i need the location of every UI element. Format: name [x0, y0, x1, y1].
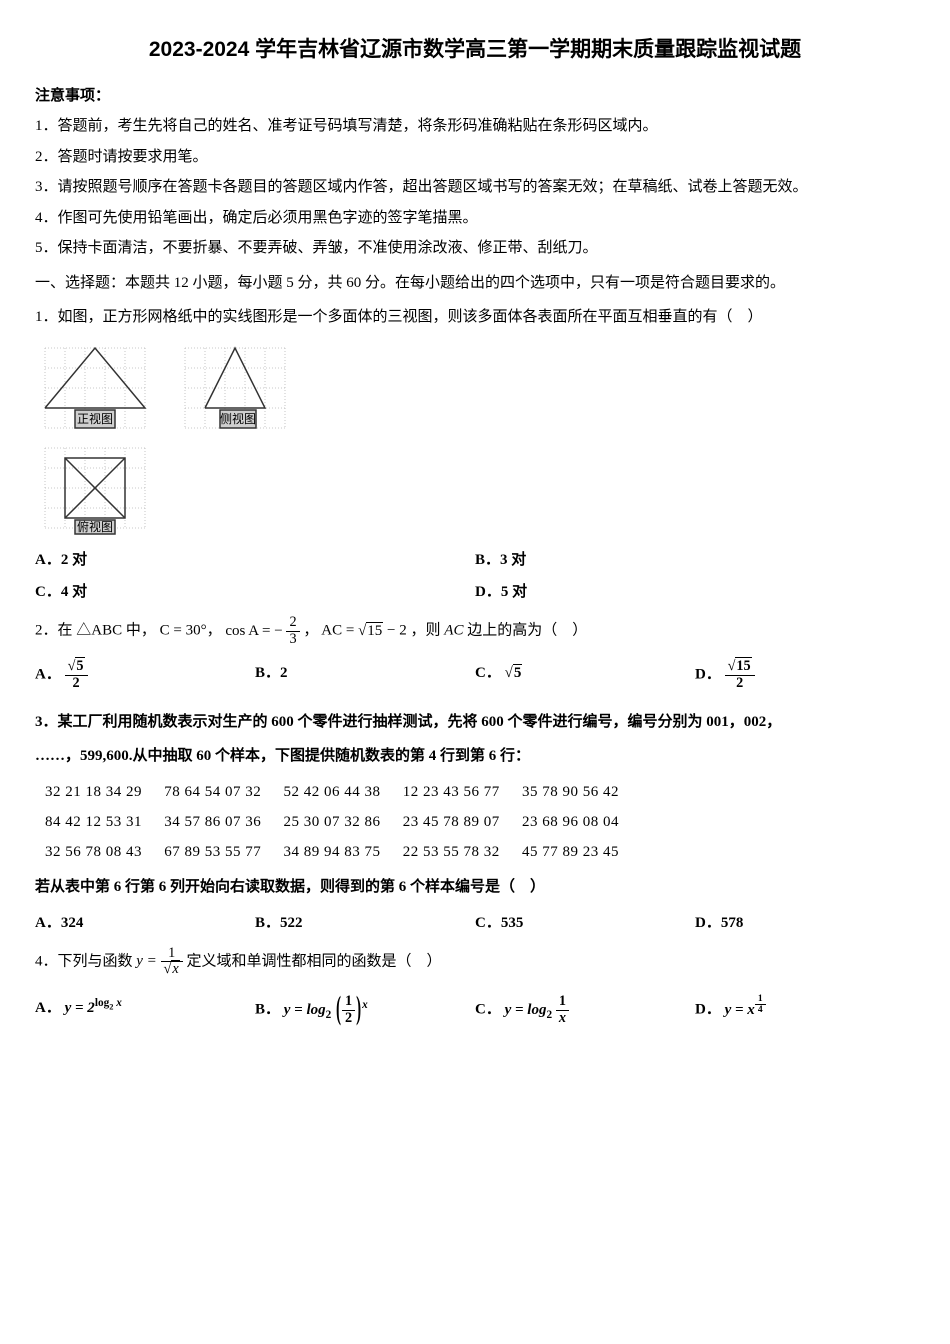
- q2-opt-d: D． 15 2: [695, 659, 915, 691]
- q4-options: A． y = 2log2 x B． y = log2 (12)x C． y = …: [35, 992, 915, 1028]
- q3-p1: 3．某工厂利用随机数表示对生产的 600 个零件进行抽样测试，先将 600 个零…: [35, 708, 915, 737]
- y-eq: y = 1x: [136, 953, 186, 969]
- rad: 5: [75, 657, 84, 674]
- side-view-label: 侧视图: [220, 411, 256, 426]
- note-item: 2．答题时请按要求用笔。: [35, 143, 915, 172]
- front-view-label: 正视图: [77, 411, 113, 426]
- top-view-label: 俯视图: [77, 519, 113, 534]
- q1-opt-b: B．3 对: [475, 546, 915, 575]
- label: B．: [255, 1002, 280, 1018]
- q3-ask: 若从表中第 6 行第 6 列开始向右读取数据，则得到的第 6 个样本编号是（ ）: [35, 873, 915, 902]
- q1-opt-d: D．5 对: [475, 578, 915, 607]
- triangle-abc: △ABC: [76, 623, 122, 639]
- three-view-figure: 正视图 侧视图 俯视图: [35, 338, 295, 538]
- den: 2: [65, 676, 88, 692]
- num: 2: [286, 615, 299, 632]
- t: AC =: [321, 623, 358, 639]
- table-row: 84 42 12 53 31 34 57 86 07 36 25 30 07 3…: [45, 807, 915, 837]
- q1-options: A．2 对 B．3 对 C．4 对 D．5 对: [35, 544, 915, 609]
- den: 3: [286, 632, 299, 648]
- grp: 52 42 06 44 38: [284, 777, 381, 807]
- table-row: 32 21 18 34 29 78 64 54 07 32 52 42 06 4…: [45, 777, 915, 807]
- grp: 35 78 90 56 42: [522, 777, 619, 807]
- q3-opt-b: B．522: [255, 909, 475, 938]
- t: 边上的高为（ ）: [467, 623, 587, 639]
- note-item: 4．作图可先使用铅笔画出，确定后必须用黑色字迹的签字笔描黑。: [35, 204, 915, 233]
- note-item: 5．保持卡面清洁，不要折暴、不要弄破、弄皱，不准使用涂改液、修正带、刮纸刀。: [35, 234, 915, 263]
- q3-opt-d: D．578: [695, 909, 915, 938]
- grp: 25 30 07 32 86: [284, 807, 381, 837]
- grp: 23 45 78 89 07: [403, 807, 500, 837]
- t: 定义域和单调性都相同的函数是（ ）: [186, 953, 441, 969]
- label: C．: [475, 665, 501, 681]
- ac: AC: [444, 623, 467, 639]
- q3-opt-a: A．324: [35, 909, 255, 938]
- q2-opt-a: A． 5 2: [35, 659, 255, 691]
- expr: y = log2 1x: [505, 1002, 569, 1018]
- grp: 32 56 78 08 43: [45, 837, 142, 867]
- den: 2: [725, 676, 755, 692]
- grp: 67 89 53 55 77: [164, 837, 261, 867]
- q4-opt-d: D． y = x14: [695, 994, 915, 1026]
- c-eq: C = 30°: [160, 623, 207, 639]
- notes-header: 注意事项：: [35, 82, 915, 111]
- q2-opt-c: C． 5: [475, 659, 695, 691]
- rad: x: [171, 960, 179, 977]
- q2-text: 2．在 △ABC 中， C = 30°， cos A = − 23 ， AC =…: [35, 615, 915, 647]
- random-number-table: 32 21 18 34 29 78 64 54 07 32 52 42 06 4…: [45, 777, 915, 867]
- q4-opt-b: B． y = log2 (12)x: [255, 994, 475, 1026]
- grp: 34 89 94 83 75: [284, 837, 381, 867]
- q1-opt-a: A．2 对: [35, 546, 475, 575]
- grp: 84 42 12 53 31: [45, 807, 142, 837]
- label: D．: [695, 667, 721, 683]
- q3-p2: ……，599,600.从中抽取 60 个样本，下图提供随机数表的第 4 行到第 …: [35, 742, 915, 771]
- label: A．: [35, 1000, 61, 1016]
- q4-text: 4．下列与函数 y = 1x 定义域和单调性都相同的函数是（ ）: [35, 946, 915, 978]
- t: y =: [136, 953, 160, 969]
- grp: 22 53 55 78 32: [403, 837, 500, 867]
- q3-options: A．324 B．522 C．535 D．578: [35, 907, 915, 940]
- q3-opt-c: C．535: [475, 909, 695, 938]
- expr: y = x14: [725, 1002, 766, 1018]
- cosA: cos A = − 23: [225, 623, 303, 639]
- grp: 32 21 18 34 29: [45, 777, 142, 807]
- t: − 2: [383, 623, 406, 639]
- t: 2．在: [35, 623, 73, 639]
- label: A．: [35, 667, 61, 683]
- grp: 34 57 86 07 36: [164, 807, 261, 837]
- q2-options: A． 5 2 B．2 C． 5 D． 15 2: [35, 657, 915, 693]
- t: 中，: [126, 623, 156, 639]
- t: 4．下列与函数: [35, 953, 133, 969]
- expr: y = 2log2 x: [65, 1000, 122, 1016]
- q1-opt-c: C．4 对: [35, 578, 475, 607]
- q2-opt-b: B．2: [255, 659, 475, 691]
- label: C．: [475, 1002, 501, 1018]
- q4-opt-a: A． y = 2log2 x: [35, 994, 255, 1026]
- rad: 15: [366, 622, 383, 639]
- note-item: 1．答题前，考生先将自己的姓名、准考证号码填写清楚，将条形码准确粘贴在条形码区域…: [35, 112, 915, 141]
- q1-text: 1．如图，正方形网格纸中的实线图形是一个多面体的三视图，则该多面体各表面所在平面…: [35, 303, 915, 332]
- t: cos A = −: [225, 623, 286, 639]
- grp: 45 77 89 23 45: [522, 837, 619, 867]
- rad: 15: [735, 657, 751, 674]
- expr: y = log2 (12)x: [284, 1002, 368, 1018]
- table-row: 32 56 78 08 43 67 89 53 55 77 34 89 94 8…: [45, 837, 915, 867]
- q4-opt-c: C． y = log2 1x: [475, 994, 695, 1026]
- note-item: 3．请按照题号顺序在答题卡各题目的答题区域内作答，超出答题区域书写的答案无效；在…: [35, 173, 915, 202]
- page-title: 2023-2024 学年吉林省辽源市数学高三第一学期期末质量跟踪监视试题: [35, 30, 915, 70]
- section1-intro: 一、选择题：本题共 12 小题，每小题 5 分，共 60 分。在每小题给出的四个…: [35, 269, 915, 298]
- grp: 78 64 54 07 32: [164, 777, 261, 807]
- label: D．: [695, 1002, 721, 1018]
- ac-eq: AC = 15 − 2: [321, 622, 410, 639]
- grp: 12 23 43 56 77: [403, 777, 500, 807]
- rad: 5: [513, 664, 523, 681]
- t: ，则: [411, 623, 441, 639]
- grp: 23 68 96 08 04: [522, 807, 619, 837]
